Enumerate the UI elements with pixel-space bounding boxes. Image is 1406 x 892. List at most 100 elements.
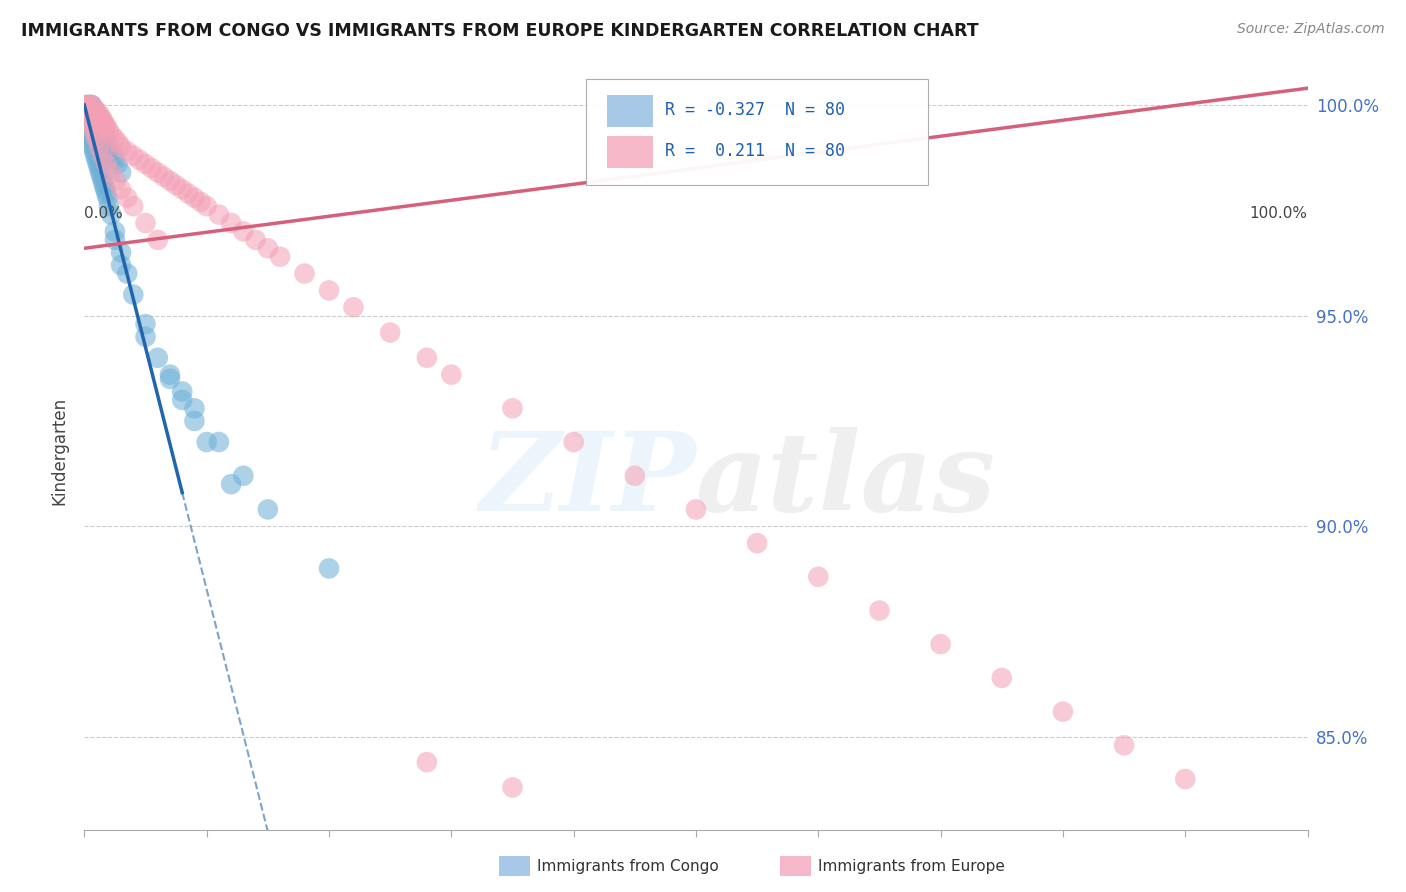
Text: 100.0%: 100.0%	[1250, 206, 1308, 221]
Point	[141, 161, 163, 176]
Point	[100, 145, 122, 159]
Point	[77, 98, 100, 112]
Point	[208, 435, 231, 450]
Point	[80, 102, 103, 116]
Point	[318, 561, 340, 575]
Point	[146, 233, 169, 247]
Point	[105, 174, 128, 188]
Point	[105, 157, 128, 171]
Point	[96, 132, 118, 146]
Point	[1174, 772, 1197, 786]
Point	[502, 780, 524, 795]
Point	[183, 401, 205, 416]
Point	[146, 165, 169, 179]
Point	[110, 245, 132, 260]
Point	[190, 194, 212, 209]
Text: Immigrants from Congo: Immigrants from Congo	[537, 859, 718, 873]
Point	[79, 102, 101, 116]
Point	[84, 106, 107, 120]
Point	[79, 132, 101, 146]
Point	[84, 111, 107, 125]
Point	[82, 119, 104, 133]
Point	[80, 98, 103, 112]
Point	[183, 414, 205, 428]
Point	[110, 165, 132, 179]
Point	[87, 115, 110, 129]
Point	[91, 115, 114, 129]
Point	[87, 111, 110, 125]
Point	[685, 502, 707, 516]
Point	[76, 98, 98, 112]
Point	[257, 502, 280, 516]
Point	[342, 300, 364, 314]
Text: ZIP: ZIP	[479, 427, 696, 534]
Point	[77, 123, 100, 137]
Point	[1114, 739, 1136, 753]
Point	[195, 435, 218, 450]
Point	[122, 148, 145, 162]
Point	[94, 128, 117, 142]
Point	[100, 165, 122, 179]
Point	[90, 169, 112, 184]
Point	[90, 111, 112, 125]
Point	[80, 106, 103, 120]
Point	[219, 477, 242, 491]
Point	[135, 157, 157, 171]
Text: R = -0.327  N = 80: R = -0.327 N = 80	[665, 101, 845, 119]
Text: 0.0%: 0.0%	[84, 206, 124, 221]
Point	[159, 174, 181, 188]
Point	[89, 165, 111, 179]
Point	[172, 384, 194, 399]
Point	[562, 435, 585, 450]
Point	[80, 115, 103, 129]
Point	[87, 140, 110, 154]
Point	[183, 191, 205, 205]
Point	[79, 102, 101, 116]
Point	[159, 368, 181, 382]
Point	[87, 106, 110, 120]
Point	[195, 199, 218, 213]
Point	[219, 216, 242, 230]
Point	[807, 570, 830, 584]
Point	[208, 208, 231, 222]
Point	[97, 123, 120, 137]
Point	[624, 468, 647, 483]
Point	[87, 111, 110, 125]
Point	[97, 136, 120, 150]
Point	[177, 186, 200, 201]
Point	[1052, 705, 1074, 719]
FancyBboxPatch shape	[586, 79, 928, 186]
Point	[122, 287, 145, 301]
Point	[86, 153, 108, 167]
Text: Immigrants from Europe: Immigrants from Europe	[818, 859, 1005, 873]
Point	[84, 148, 107, 162]
Point	[115, 267, 138, 281]
Point	[153, 169, 176, 184]
Point	[232, 224, 254, 238]
Point	[257, 241, 280, 255]
Point	[79, 111, 101, 125]
Point	[96, 186, 118, 201]
Point	[135, 330, 157, 344]
Point	[107, 136, 129, 150]
Text: atlas: atlas	[696, 427, 997, 534]
Point	[79, 106, 101, 120]
Point	[440, 368, 463, 382]
Point	[77, 102, 100, 116]
Point	[89, 111, 111, 125]
Point	[77, 106, 100, 120]
Point	[86, 106, 108, 120]
Point	[77, 102, 100, 116]
Point	[86, 106, 108, 120]
Point	[80, 98, 103, 112]
Point	[110, 258, 132, 272]
Point	[135, 216, 157, 230]
Point	[77, 106, 100, 120]
Point	[97, 191, 120, 205]
Point	[172, 392, 194, 407]
Point	[91, 148, 114, 162]
Point	[172, 182, 194, 196]
Point	[128, 153, 150, 167]
Point	[86, 111, 108, 125]
Point	[416, 755, 439, 769]
